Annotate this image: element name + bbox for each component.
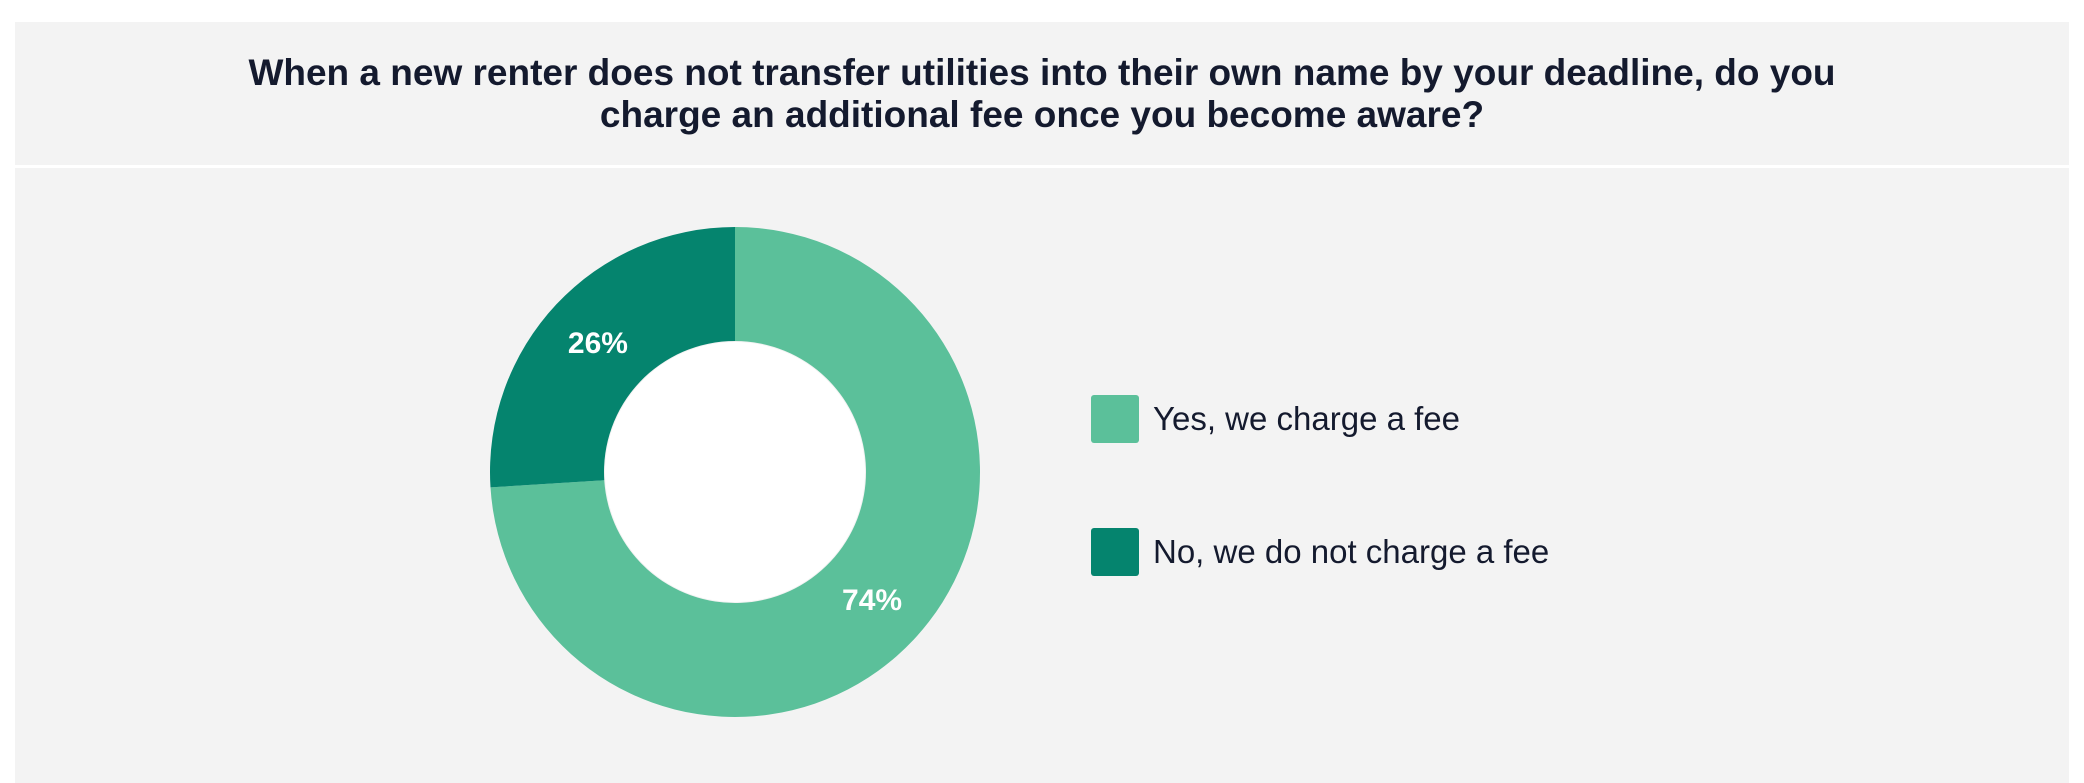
- legend-swatch-yes: [1091, 395, 1139, 443]
- legend-swatch-no: [1091, 528, 1139, 576]
- title-panel: When a new renter does not transfer util…: [15, 22, 2069, 165]
- slice-label-no: 26%: [568, 327, 628, 360]
- donut-slice-no: [490, 227, 735, 488]
- legend-label-no: No, we do not charge a fee: [1153, 533, 1550, 570]
- donut-chart: 74% 26%: [490, 227, 980, 717]
- chart-panel: [15, 168, 2069, 783]
- legend-item-no: No, we do not charge a fee: [1091, 528, 1549, 576]
- legend-item-yes: Yes, we charge a fee: [1091, 395, 1549, 443]
- donut-slice-yes: [490, 227, 980, 717]
- legend-label-yes: Yes, we charge a fee: [1153, 400, 1460, 437]
- donut-hole: [605, 342, 865, 602]
- slice-label-yes: 74%: [842, 584, 902, 617]
- chart-legend: Yes, we charge a fee No, we do not charg…: [1091, 395, 1549, 661]
- chart-title: When a new renter does not transfer util…: [248, 51, 1836, 135]
